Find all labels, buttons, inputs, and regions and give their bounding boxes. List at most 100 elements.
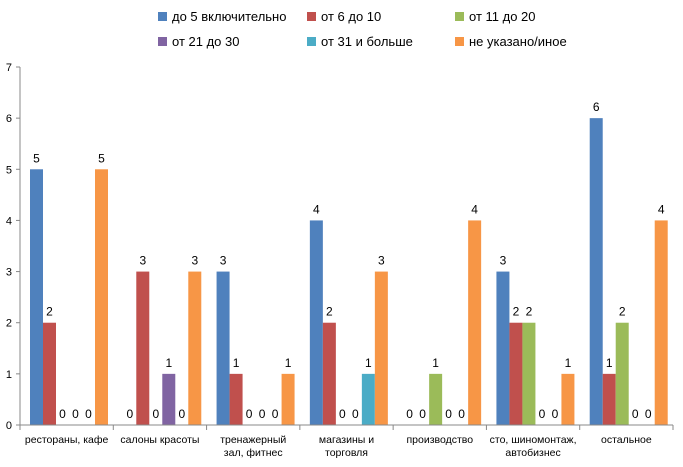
x-tick-label: салоны красоты <box>120 434 199 446</box>
bar <box>95 169 108 425</box>
y-tick-label: 7 <box>6 62 12 74</box>
bar <box>136 271 150 425</box>
data-label: 0 <box>632 407 639 421</box>
bar <box>216 271 230 425</box>
data-label: 6 <box>593 100 600 114</box>
x-tick-label: тренажерный <box>220 434 286 446</box>
data-label: 0 <box>152 407 159 421</box>
bar <box>361 373 375 425</box>
bar <box>229 373 243 425</box>
data-label: 3 <box>191 254 198 268</box>
y-tick-label: 6 <box>6 113 12 125</box>
y-tick-label: 4 <box>6 215 12 227</box>
bar <box>281 373 295 425</box>
data-label: 5 <box>98 151 105 165</box>
bar <box>496 271 510 425</box>
data-label: 0 <box>645 407 652 421</box>
bar <box>188 271 202 425</box>
data-label: 3 <box>378 254 385 268</box>
data-label: 0 <box>458 407 465 421</box>
bar <box>43 322 56 425</box>
data-label: 3 <box>220 254 227 268</box>
data-label: 3 <box>500 254 507 268</box>
x-tick-label: рестораны, кафе <box>25 434 109 446</box>
bar <box>522 322 536 425</box>
bar <box>602 373 616 425</box>
data-label: 1 <box>165 356 172 370</box>
legend-swatch <box>455 37 464 46</box>
data-label: 0 <box>178 407 185 421</box>
legend-entry: от 6 до 10 <box>321 9 381 24</box>
data-label: 0 <box>259 407 266 421</box>
bar <box>615 322 629 425</box>
legend-swatch <box>158 37 167 46</box>
legend-entry: не указано/иное <box>469 34 567 49</box>
legend: до 5 включительно от 6 до 10 от 11 до 20 от… <box>158 9 567 49</box>
legend-swatch <box>307 37 316 46</box>
bar <box>30 169 43 425</box>
data-label: 1 <box>285 356 292 370</box>
data-label: 2 <box>326 305 333 319</box>
legend-entry: от 21 до 30 <box>172 34 239 49</box>
data-label: 0 <box>85 407 92 421</box>
y-axis: 0 1 2 3 4 5 6 7 <box>6 62 21 432</box>
legend-swatch <box>307 12 316 21</box>
bar <box>468 220 482 425</box>
data-label: 0 <box>539 407 546 421</box>
data-label: 1 <box>365 356 372 370</box>
bar <box>654 220 668 425</box>
data-label: 1 <box>233 356 240 370</box>
x-tick-label: производство <box>406 434 473 446</box>
y-tick-label: 5 <box>6 164 12 176</box>
data-label: 0 <box>72 407 79 421</box>
data-label: 0 <box>352 407 359 421</box>
data-label: 0 <box>406 407 413 421</box>
x-tick-label: торговля <box>325 447 368 459</box>
bar <box>322 322 336 425</box>
x-tick-label: зал, фитнес <box>224 447 283 459</box>
data-label: 0 <box>272 407 279 421</box>
data-label: 1 <box>565 356 572 370</box>
y-tick-label: 2 <box>6 318 12 330</box>
data-label: 4 <box>471 202 478 216</box>
data-label: 5 <box>33 151 40 165</box>
data-label: 3 <box>139 254 146 268</box>
y-tick-label: 0 <box>6 420 12 432</box>
data-label: 0 <box>339 407 346 421</box>
data-label: 2 <box>619 305 626 319</box>
data-label: 2 <box>46 305 53 319</box>
bar <box>162 373 176 425</box>
bar <box>374 271 388 425</box>
data-label: 0 <box>59 407 66 421</box>
x-axis: рестораны, кафе салоны красоты тренажерный… <box>19 424 674 459</box>
bar <box>589 118 603 426</box>
x-tick-label: магазины и <box>319 434 374 446</box>
legend-entry: до 5 включительно <box>172 9 286 24</box>
y-tick-label: 1 <box>6 369 12 381</box>
legend-entry: от 11 до 20 <box>469 9 536 24</box>
data-label: 1 <box>432 356 439 370</box>
legend-swatch <box>158 12 167 21</box>
bar <box>429 373 443 425</box>
x-tick-label: остальное <box>601 434 652 446</box>
data-label: 4 <box>658 202 665 216</box>
bar <box>509 322 523 425</box>
data-label: 2 <box>513 305 520 319</box>
x-tick-label: сто, шиномонтаж, <box>490 434 577 446</box>
data-label: 0 <box>246 407 253 421</box>
bar <box>561 373 575 425</box>
x-tick-label: автобизнес <box>505 447 560 459</box>
data-label: 4 <box>313 202 320 216</box>
data-label: 0 <box>445 407 452 421</box>
y-tick-label: 3 <box>6 267 12 279</box>
data-label: 1 <box>606 356 613 370</box>
bars <box>30 118 668 426</box>
data-label: 0 <box>419 407 426 421</box>
data-label: 0 <box>126 407 133 421</box>
legend-swatch <box>455 12 464 21</box>
data-label: 2 <box>526 305 533 319</box>
bar <box>309 220 323 425</box>
legend-entry: от 31 и больше <box>321 34 413 49</box>
